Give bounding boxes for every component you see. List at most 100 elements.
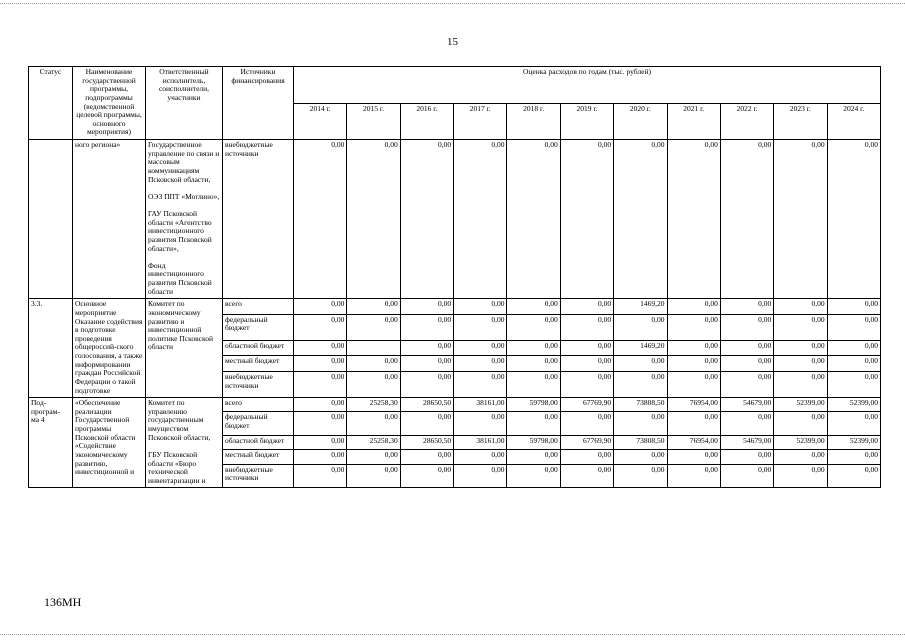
executor-cell: Государственное управление по связи и ма… bbox=[145, 138, 223, 300]
value-cell: 0,00 bbox=[613, 355, 668, 372]
header-year: 2014 г. bbox=[292, 102, 348, 140]
value-cell: 0,00 bbox=[666, 339, 721, 357]
status-cell bbox=[28, 138, 73, 300]
funding-source-cell: внебюджетные источники bbox=[222, 463, 294, 489]
program-name-cell: «Обеспечение реализации Государственной … bbox=[72, 397, 146, 489]
value-cell: 0,00 bbox=[506, 138, 561, 300]
value-cell: 1469,20 bbox=[613, 298, 668, 315]
value-cell: 0,00 bbox=[613, 463, 668, 489]
value-cell: 59798,00 bbox=[506, 435, 561, 451]
value-cell: 0,00 bbox=[453, 355, 508, 372]
funding-source-cell: федеральный бюджет bbox=[222, 411, 294, 437]
header-year: 2024 г. bbox=[826, 102, 882, 140]
value-cell: 0,00 bbox=[719, 298, 775, 315]
value-cell: 0,00 bbox=[292, 370, 348, 399]
value-cell: 0,00 bbox=[346, 370, 401, 399]
value-cell: 0,00 bbox=[559, 355, 615, 372]
table-row: 3.3. Основное мероприятие Оказание содейс… bbox=[28, 298, 882, 399]
value-cell: 0,00 bbox=[292, 463, 348, 489]
value-cell: 0,00 bbox=[826, 313, 882, 341]
header-program-name: Наименование государственной программы, … bbox=[72, 66, 146, 140]
value-cell: 0,00 bbox=[346, 463, 401, 489]
program-name-cell: ного региона» bbox=[72, 138, 146, 300]
table-row: ного региона» Государственное управление … bbox=[28, 138, 882, 300]
table-row: внебюджетные источники 0,00 0,00 0,00 0,00 0,… bbox=[29, 463, 882, 489]
value-cell: 0,00 bbox=[399, 138, 455, 300]
header-executor: Ответственный исполнитель, соисполнители… bbox=[145, 66, 223, 140]
header-year: 2022 г. bbox=[719, 102, 775, 140]
value-cell: 0,00 bbox=[613, 138, 668, 300]
funding-source-cell: местный бюджет bbox=[222, 449, 294, 465]
header-row-years: 2014 г. 2015 г. 2016 г. 2017 г. 2018 г. … bbox=[29, 102, 882, 140]
header-year: 2021 г. bbox=[666, 102, 721, 140]
value-cell: 52399,00 bbox=[826, 397, 882, 413]
value-cell: 0,00 bbox=[399, 355, 455, 372]
value-cell: 38161,00 bbox=[453, 397, 508, 413]
table-row: областной бюджет 0,00 0,00 0,00 0,00 0,00 1469… bbox=[29, 339, 882, 357]
value-cell: 0,00 bbox=[773, 313, 828, 341]
value-cell: 67769,90 bbox=[559, 435, 615, 451]
header-year: 2019 г. bbox=[559, 102, 615, 140]
value-cell: 0,00 bbox=[453, 370, 508, 399]
value-cell: 0,00 bbox=[292, 411, 348, 437]
value-cell: 0,00 bbox=[613, 370, 668, 399]
value-cell: 0,00 bbox=[559, 298, 615, 315]
table-row: областной бюджет 0,00 25258,30 28650,50 3816… bbox=[29, 435, 882, 451]
value-cell: 0,00 bbox=[719, 370, 775, 399]
value-cell: 0,00 bbox=[719, 313, 775, 341]
value-cell: 38161,00 bbox=[453, 435, 508, 451]
value-cell: 0,00 bbox=[826, 463, 882, 489]
value-cell: 0,00 bbox=[292, 449, 348, 465]
value-cell: 0,00 bbox=[346, 313, 401, 341]
value-cell: 0,00 bbox=[666, 355, 721, 372]
value-cell: 0,00 bbox=[666, 449, 721, 465]
header-funding-source: Источники финансирования bbox=[222, 66, 294, 140]
value-cell: 0,00 bbox=[453, 313, 508, 341]
value-cell: 0,00 bbox=[826, 298, 882, 315]
value-cell: 52399,00 bbox=[773, 397, 828, 413]
value-cell: 0,00 bbox=[666, 411, 721, 437]
value-cell: 0,00 bbox=[453, 449, 508, 465]
value-cell: 0,00 bbox=[399, 339, 455, 357]
value-cell: 0,00 bbox=[506, 370, 561, 399]
header-year: 2017 г. bbox=[453, 102, 508, 140]
value-cell: 0,00 bbox=[826, 355, 882, 372]
value-cell: 0,00 bbox=[292, 435, 348, 451]
value-cell: 0,00 bbox=[613, 313, 668, 341]
value-cell: 0,00 bbox=[559, 138, 615, 300]
value-cell: 0,00 bbox=[826, 339, 882, 357]
value-cell: 0,00 bbox=[826, 370, 882, 399]
footer-code: 136МН bbox=[44, 595, 82, 609]
value-cell: 0,00 bbox=[773, 138, 828, 300]
value-cell: 0,00 bbox=[292, 339, 348, 357]
table-row: Под- програм- ма 4 «Обеспечение реализаци… bbox=[28, 397, 882, 489]
value-cell: 1469,20 bbox=[613, 339, 668, 357]
value-cell: 0,00 bbox=[773, 370, 828, 399]
value-cell: 67769,90 bbox=[559, 397, 615, 413]
value-cell: 0,00 bbox=[559, 463, 615, 489]
value-cell: 76954,00 bbox=[666, 435, 721, 451]
value-cell: 0,00 bbox=[453, 138, 508, 300]
value-cell: 0,00 bbox=[346, 449, 401, 465]
value-cell: 0,00 bbox=[399, 298, 455, 315]
value-cell: 0,00 bbox=[399, 313, 455, 341]
value-cell: 28650,50 bbox=[399, 397, 455, 413]
value-cell: 0,00 bbox=[666, 298, 721, 315]
value-cell: 0,00 bbox=[773, 355, 828, 372]
value-cell: 0,00 bbox=[719, 463, 775, 489]
value-cell: 0,00 bbox=[719, 355, 775, 372]
value-cell: 25258,30 bbox=[346, 435, 401, 451]
header-year: 2016 г. bbox=[399, 102, 455, 140]
value-cell: 0,00 bbox=[399, 370, 455, 399]
value-cell: 0,00 bbox=[773, 339, 828, 357]
value-cell: 0,00 bbox=[506, 463, 561, 489]
value-cell: 73808,50 bbox=[613, 435, 668, 451]
budget-table: Статус Наименование государственной прог… bbox=[28, 66, 882, 489]
executor-cell: Комитет по экономическому развитию и инв… bbox=[145, 298, 223, 399]
value-cell: 0,00 bbox=[346, 298, 401, 315]
value-cell: 0,00 bbox=[719, 449, 775, 465]
program-name-cell: Основное мероприятие Оказание содействия… bbox=[72, 298, 146, 399]
value-cell: 0,00 bbox=[399, 449, 455, 465]
value-cell: 0,00 bbox=[559, 449, 615, 465]
value-cell: 0,00 bbox=[773, 449, 828, 465]
